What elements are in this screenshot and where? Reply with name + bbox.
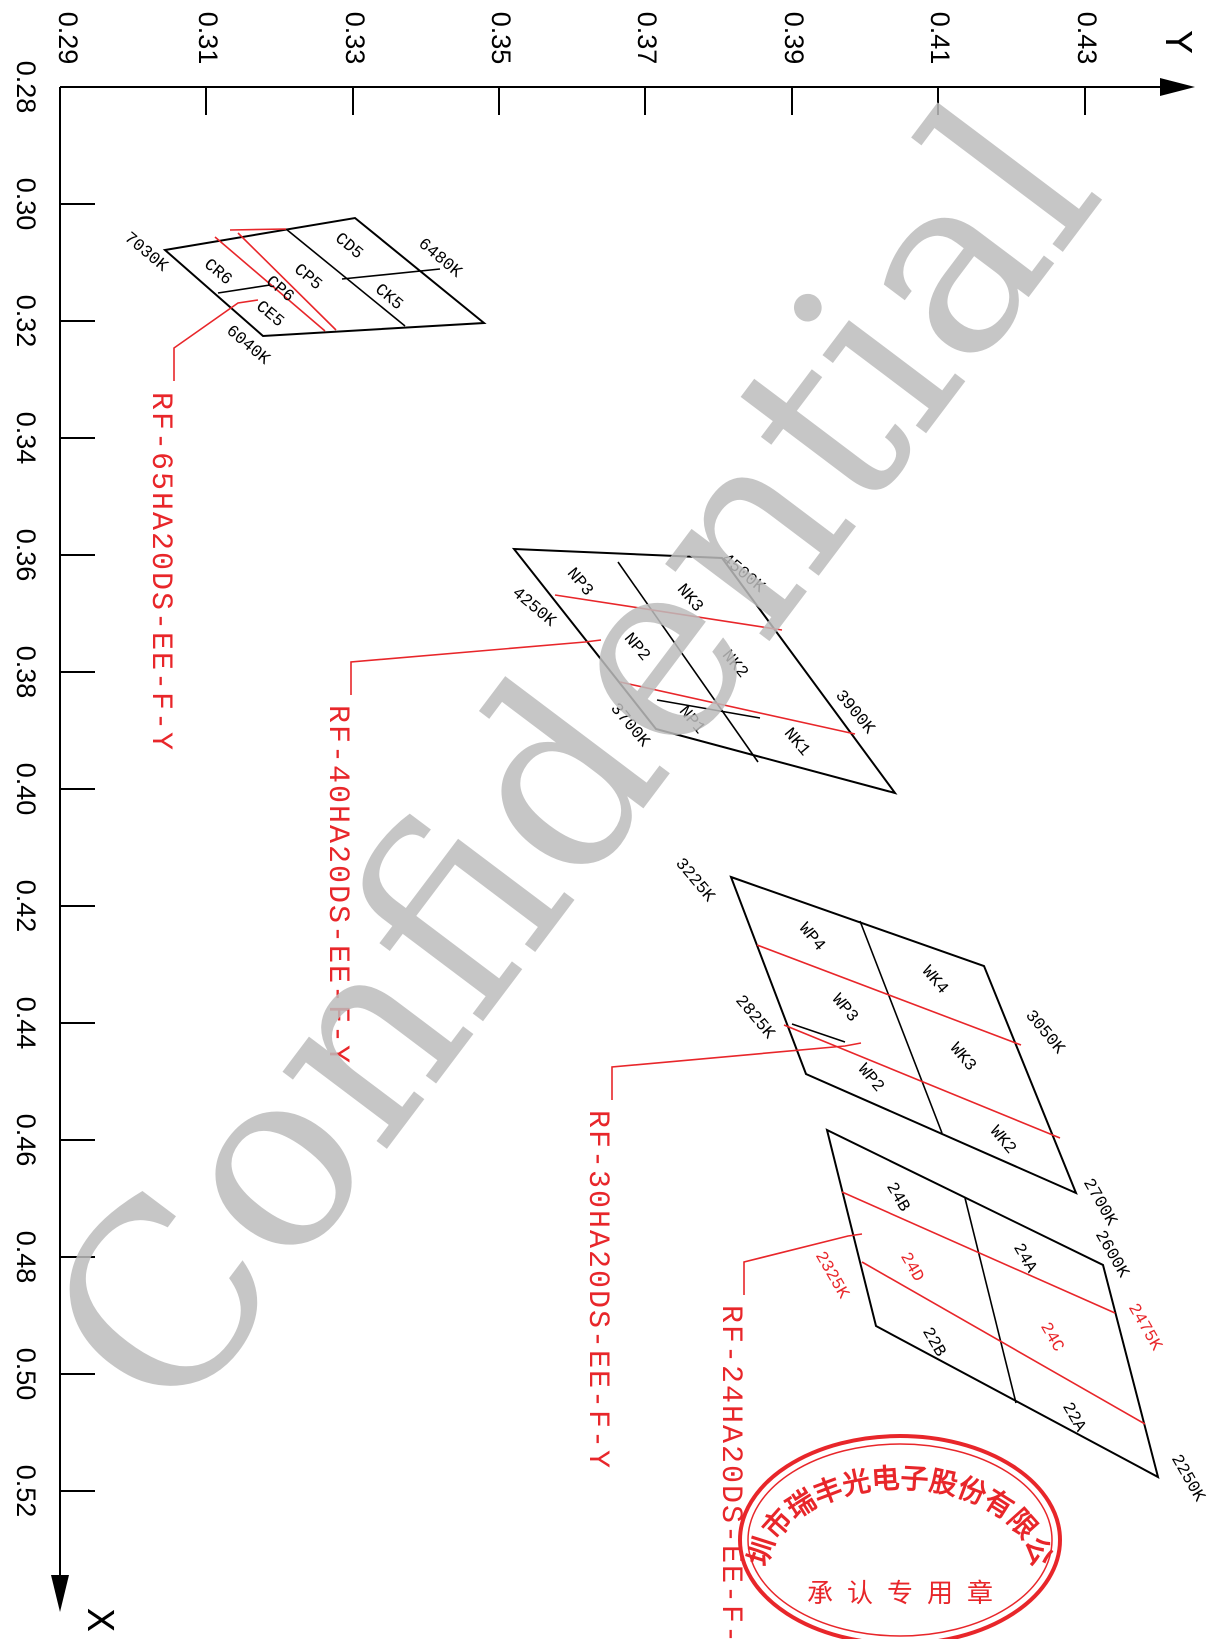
y-tick-label: 0.43 <box>1072 12 1102 65</box>
x-tick-label: 0.34 <box>11 412 41 465</box>
x-tick-label: 0.46 <box>11 1114 41 1167</box>
y-ticks <box>205 87 1086 115</box>
bin-divider <box>791 1023 846 1043</box>
x-tick-label: 0.52 <box>11 1465 41 1518</box>
bin-label: 24C <box>1035 1319 1067 1355</box>
bin-label: 24A <box>1008 1240 1040 1277</box>
cct-label: 2475K <box>1123 1301 1165 1355</box>
bin-outline <box>729 875 1078 1195</box>
bin-label: NK1 <box>779 725 813 761</box>
x-tick-label: 0.32 <box>11 295 41 348</box>
x-tick-label: 0.30 <box>11 178 41 231</box>
x-tick-label: 0.50 <box>11 1348 41 1401</box>
cct-label: 2825K <box>731 992 779 1044</box>
x-axis-name: X <box>79 1608 120 1633</box>
x-tick-label: 0.36 <box>11 529 41 582</box>
cct-label: 6480K <box>414 235 466 283</box>
x-tick-label: 0.28 <box>11 61 41 114</box>
bin-outline <box>511 547 898 795</box>
model-label: RF-65HA20DS-EE-F-Y <box>143 392 177 752</box>
bin-red-line <box>861 1261 1146 1425</box>
cct-label: 2700K <box>1078 1176 1120 1230</box>
cct-label: 2600K <box>1090 1228 1132 1282</box>
cct-label: 6040K <box>222 322 274 370</box>
seal-inner-ring <box>747 1443 1053 1637</box>
model-label: RF-30HA20DS-EE-F-Y <box>580 1110 614 1470</box>
y-tick-label: 0.37 <box>632 12 662 65</box>
bin-outline <box>825 1128 1160 1479</box>
bin-label: WP3 <box>827 991 861 1027</box>
y-tick-label: 0.29 <box>53 12 83 65</box>
bin-label: 22B <box>917 1324 949 1360</box>
bin-divider <box>964 1197 1017 1404</box>
y-tick-label: 0.39 <box>779 12 809 65</box>
bin-divider <box>217 284 271 294</box>
bin-divider <box>285 228 406 327</box>
y-tick-label: 0.31 <box>193 12 223 65</box>
x-tick-label: 0.40 <box>11 763 41 816</box>
cct-label: 3225K <box>671 855 719 907</box>
bin-group-30ha: WP4 WK4 WP3 WK3 WP2 WK2 3225K 3050K 2825… <box>580 855 1078 1470</box>
bin-label: 22A <box>1057 1399 1089 1436</box>
cct-label: 2325K <box>810 1249 852 1303</box>
model-label: RF-24HA20DS-EE-F-Y <box>713 1305 747 1639</box>
bin-label: 24D <box>895 1249 927 1285</box>
seal-purpose-text: 承认专用章 <box>807 1579 1007 1609</box>
y-tick-label: 0.33 <box>340 12 370 65</box>
cct-label: 3900K <box>831 687 879 739</box>
bin-red-line <box>841 1191 1116 1314</box>
bin-red-line <box>756 944 1022 1046</box>
bin-label: WK3 <box>945 1040 979 1076</box>
bin-label: 24B <box>881 1179 913 1215</box>
bin-red-line <box>554 594 783 631</box>
bin-red-line <box>229 228 287 231</box>
axes <box>59 86 1165 1585</box>
x-tick-labels: 0.28 0.30 0.32 0.34 0.36 0.38 0.40 0.42 … <box>11 61 41 1518</box>
cct-label: 7030K <box>120 229 172 277</box>
x-tick-label: 0.38 <box>11 646 41 699</box>
bin-label: CK5 <box>371 281 407 315</box>
y-axis-name: Y <box>1157 30 1198 54</box>
model-leader-line <box>350 639 602 695</box>
bin-group-65ha: CD5 CK5 CP5 CR6 CP6 CE5 7030K 6480K 6040… <box>120 216 487 752</box>
model-leader-line <box>611 1042 862 1100</box>
bin-label: WK2 <box>985 1123 1019 1159</box>
bin-label: WK4 <box>917 963 951 999</box>
model-label: RF-40HA20DS-EE-F-Y <box>320 705 354 1065</box>
bin-label: CD5 <box>331 230 367 264</box>
cct-label: 3050K <box>1021 1007 1069 1059</box>
y-axis-arrow-icon <box>1160 78 1195 96</box>
bin-red-line <box>619 681 856 735</box>
x-tick-label: 0.48 <box>11 1231 41 1284</box>
bin-outline <box>162 216 487 338</box>
bin-group-24ha: 24B 24A 24D 24C 22B 22A 2700K 2600K 2475… <box>713 1128 1209 1639</box>
y-tick-label: 0.35 <box>486 12 516 65</box>
bin-divider <box>859 920 943 1134</box>
bin-divider <box>656 699 761 719</box>
y-tick-label: 0.41 <box>925 12 955 65</box>
bin-divider <box>617 561 759 763</box>
bin-label: WP4 <box>794 920 828 956</box>
model-leader-line <box>743 1233 863 1295</box>
bin-red-line <box>214 236 326 332</box>
seal-outer-ring <box>738 1434 1062 1639</box>
bin-red-line <box>237 232 337 331</box>
x-tick-label: 0.44 <box>11 997 41 1050</box>
bin-red-line <box>783 1024 1061 1139</box>
cct-label: 2250K <box>1166 1452 1208 1506</box>
bin-divider <box>341 268 441 280</box>
x-tick-label: 0.42 <box>11 880 41 933</box>
bin-label: WP2 <box>853 1061 887 1097</box>
x-ticks <box>60 203 95 1492</box>
y-tick-labels: 0.29 0.31 0.33 0.35 0.37 0.39 0.41 0.43 <box>53 12 1102 65</box>
x-axis-arrow-icon <box>51 1575 69 1612</box>
model-leader-line <box>173 299 259 381</box>
